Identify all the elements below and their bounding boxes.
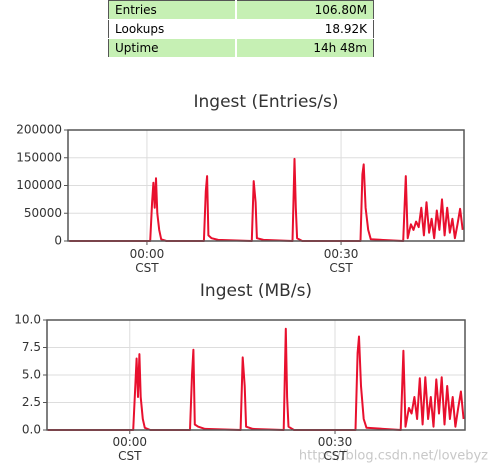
data-line <box>69 157 464 242</box>
data-line <box>47 327 465 431</box>
x-tick-line: CST <box>323 449 347 463</box>
cell: 14h 48m <box>235 38 374 58</box>
x-tick-line: 00:30 <box>324 247 359 261</box>
y-tick-label: 50000 <box>24 206 62 220</box>
row: Lookups 18.92K <box>108 19 374 39</box>
x-tick-line: 00:00 <box>112 435 147 449</box>
chart-title: Ingest (Entries/s) <box>193 92 338 112</box>
x-tick-line: CST <box>118 449 142 463</box>
watermark: https://blog.csdn.net/lovebyz <box>299 449 488 464</box>
row: Entries 106.80M <box>108 0 374 20</box>
chart-title: Ingest (MB/s) <box>200 281 312 301</box>
cell: Lookups <box>108 19 237 39</box>
plot-border <box>67 129 465 242</box>
y-tick-label: 200000 <box>16 123 62 137</box>
x-tick-label: 00:00 CST <box>112 435 147 463</box>
y-tick-label: 10.0 <box>14 313 41 327</box>
y-tick-label: 7.5 <box>22 340 41 354</box>
x-tick-line: CST <box>329 261 353 275</box>
y-tick-label: 0 <box>54 234 62 248</box>
x-tick-line: 00:00 <box>130 247 165 261</box>
y-tick-label: 100000 <box>16 178 62 192</box>
stats-table: Entries 106.80M Lookups 18.92K Uptime 14h 4… <box>108 0 374 58</box>
x-tick-line: 00:30 <box>318 435 353 449</box>
y-tick-label: 2.5 <box>22 395 41 409</box>
x-tick-label: 00:30 CST <box>324 247 359 275</box>
cell: Uptime <box>108 38 237 58</box>
x-tick-label: 00:00 CST <box>130 247 165 275</box>
cell: 106.80M <box>235 0 374 20</box>
plot-border <box>46 319 466 431</box>
y-tick-label: 5.0 <box>22 368 41 382</box>
cell: 18.92K <box>235 19 374 39</box>
y-tick-label: 150000 <box>16 150 62 164</box>
y-tick-label: 0.0 <box>22 423 41 437</box>
x-tick-line: CST <box>135 261 159 275</box>
cell: Entries <box>108 0 237 20</box>
x-tick-label: 00:30 CST <box>318 435 353 463</box>
row: Uptime 14h 48m <box>108 38 374 58</box>
